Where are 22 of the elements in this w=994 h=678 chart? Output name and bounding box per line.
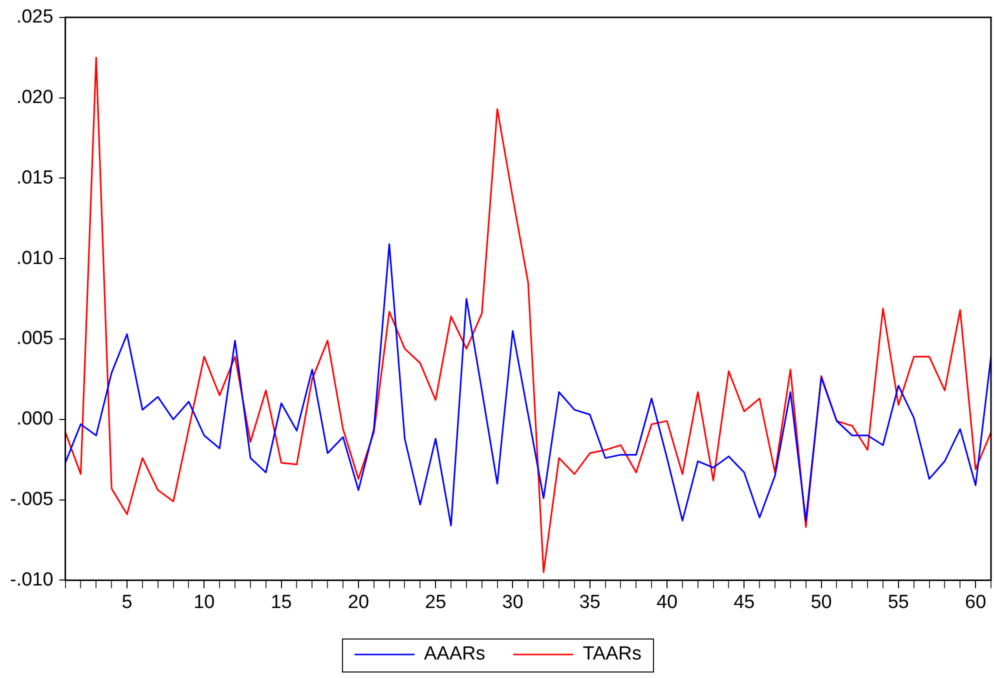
y-tick-label: .005 <box>16 328 54 350</box>
x-tick-label: 30 <box>502 592 524 613</box>
y-tick-label: .020 <box>16 87 54 108</box>
y-tick-label: .025 <box>16 6 54 28</box>
y-tick-label: .000 <box>16 408 54 430</box>
x-tick-label: 25 <box>425 592 446 613</box>
legend-label: AAARs <box>424 644 486 665</box>
x-tick-label: 10 <box>194 592 215 613</box>
x-tick-label: 60 <box>965 592 986 613</box>
x-tick-label: 45 <box>734 592 755 613</box>
y-tick-label: -.010 <box>10 569 54 590</box>
y-tick-label: .010 <box>16 248 54 269</box>
x-tick-label: 40 <box>656 592 678 613</box>
legend-label: TAARs <box>582 644 642 665</box>
y-tick-label: -.005 <box>10 489 54 510</box>
x-tick-label: 5 <box>122 592 132 613</box>
x-tick-label: 50 <box>810 592 832 613</box>
x-tick-label: 20 <box>348 592 370 613</box>
x-tick-label: 35 <box>579 592 600 613</box>
x-tick-label: 15 <box>270 592 292 613</box>
x-tick-label: 55 <box>888 592 909 613</box>
y-tick-label: .015 <box>16 167 54 188</box>
